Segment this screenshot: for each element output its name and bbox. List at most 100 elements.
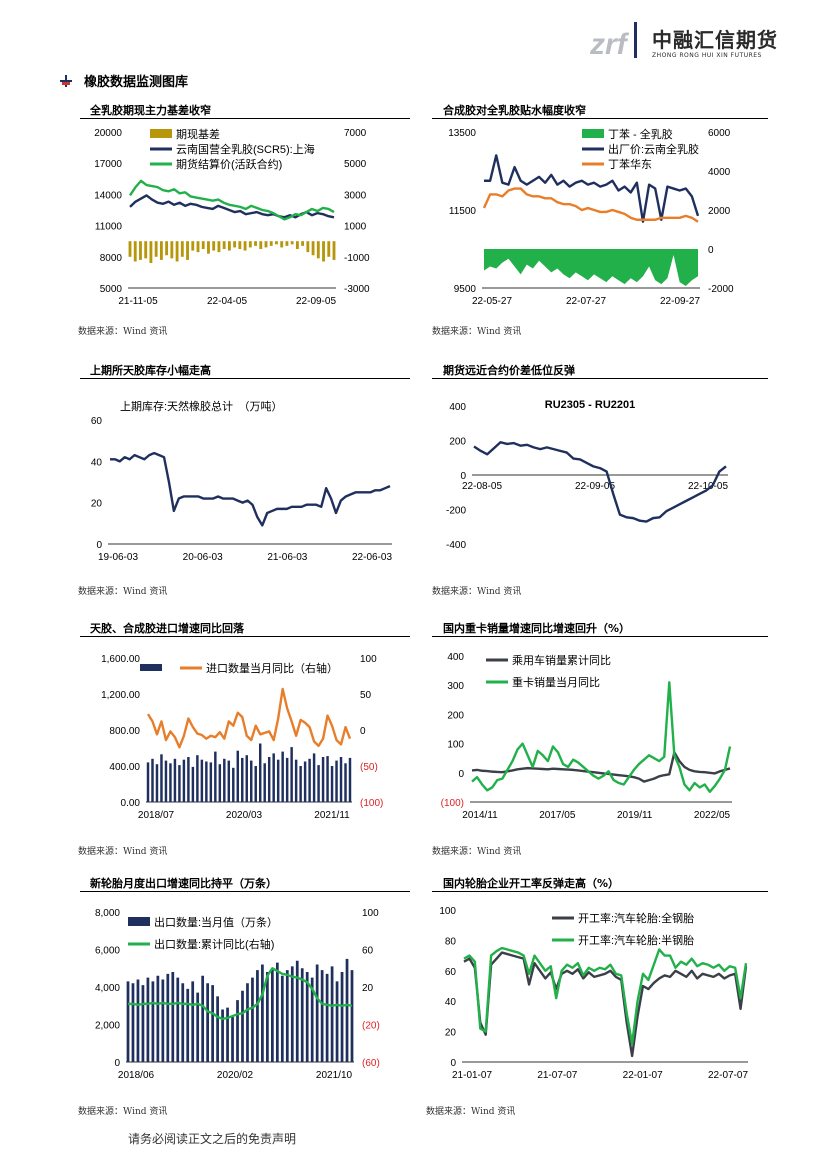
y2-tick-label: 0 (360, 726, 366, 737)
y-tick-label: -400 (446, 540, 466, 551)
bar-mark (139, 241, 142, 260)
section-bullet-icon (60, 72, 72, 91)
y2-tick-label: -3000 (344, 284, 370, 295)
data-source-note: 数据来源：Wind 资讯 (432, 327, 522, 337)
bar-mark (246, 983, 249, 1062)
bar-mark (294, 759, 298, 802)
y-tick-label: 0 (114, 1058, 120, 1069)
y-tick-label: 800.00 (109, 726, 140, 737)
bar-mark (227, 760, 231, 802)
y2-tick-label: 5000 (344, 159, 367, 170)
series-line (471, 681, 732, 793)
y2-tick-label: 2000 (708, 206, 731, 217)
bar-mark (245, 755, 248, 802)
bar-mark (306, 241, 310, 253)
y-tick-label: 6,000 (95, 946, 120, 957)
bar-mark (201, 241, 205, 249)
legend-swatch (150, 129, 172, 138)
x-tick-label: 21-07-07 (537, 1070, 577, 1081)
bar-mark (290, 241, 294, 245)
bar-mark (186, 241, 189, 260)
data-source-note: 数据来源：Wind 资讯 (78, 1107, 168, 1117)
x-tick-label: 22-09-05 (296, 296, 336, 307)
bar-mark (231, 1017, 234, 1062)
footer-disclaimer: 请务必阅读正文之后的免责声明 (128, 1132, 297, 1146)
bar-mark (275, 962, 279, 1062)
bar-mark (280, 241, 284, 248)
title-rule (432, 891, 768, 892)
series-line (482, 187, 699, 223)
y-tick-label: 400 (447, 652, 464, 663)
bar-mark (146, 762, 150, 802)
legend-label: 出口数量:当月值（万条） (154, 915, 278, 929)
bar-mark (266, 972, 269, 1062)
y2-tick-label: 3000 (344, 190, 367, 201)
bar-mark (295, 960, 299, 1062)
legend-label: 云南国营全乳胶(SCR5):上海 (176, 142, 315, 156)
x-tick-label: 2018/06 (118, 1070, 155, 1081)
bar-mark (170, 241, 174, 259)
bar-mark (160, 754, 163, 802)
bar-mark (275, 241, 278, 245)
y-tick-label: 9500 (454, 284, 477, 295)
x-tick-label: 22-06-03 (352, 552, 392, 563)
y-tick-label: 0 (450, 1058, 456, 1069)
series-line (463, 946, 748, 1045)
chart-1: 20000 17000 14000 11000 8000 5000 7000 5000 3000… (94, 127, 370, 307)
bar-mark (305, 972, 309, 1062)
panel-title: 天胶、合成胶进口增速同比回落 (90, 622, 244, 635)
title-rule (80, 378, 410, 379)
legend-label: 丁苯 - 全乳胶 (608, 127, 673, 141)
bar-mark (303, 761, 307, 802)
x-tick-label: 22-07-07 (708, 1070, 748, 1081)
bar-mark (321, 757, 325, 802)
panel-title: 期货远近合约价差低位反弹 (443, 364, 575, 377)
y-tick-label: 20 (445, 1028, 457, 1039)
bar-mark (316, 241, 320, 259)
series-line (473, 441, 727, 523)
bar-mark (223, 758, 226, 802)
bar-mark (180, 241, 184, 257)
y-tick-label: 8,000 (95, 908, 120, 919)
series-line (146, 687, 352, 749)
bar-mark (250, 760, 253, 802)
x-tick-label: 22-09-27 (660, 296, 700, 307)
chart-5: 1,600.00 1,200.00 800.00 400.00 0.00 100 50 0 (5… (101, 654, 383, 821)
bar-mark (258, 743, 262, 802)
bar-mark (241, 990, 244, 1062)
y-tick-label: 0.00 (121, 798, 141, 809)
y-tick-label: 20000 (94, 128, 122, 139)
legend-label: 开工率:汽车轮胎:全钢胎 (578, 911, 694, 925)
bar-mark (325, 973, 329, 1062)
series-area (484, 249, 698, 287)
y-tick-label: 0 (96, 540, 102, 551)
series-line (128, 967, 353, 1021)
bar-mark (312, 753, 316, 802)
brand-logo: zrf 中融汇信期货 ZHONG RONG HUI XIN FUTURES (590, 20, 780, 64)
bar-mark (181, 983, 185, 1062)
bar-mark (131, 983, 135, 1062)
y-tick-label: 17000 (94, 159, 122, 170)
y-tick-label: 11500 (449, 206, 477, 217)
bar-mark (155, 764, 159, 802)
data-source-note: 数据来源：Wind 资讯 (78, 327, 168, 337)
y-tick-label: 40 (91, 457, 103, 468)
data-source-note: 数据来源：Wind 资讯 (78, 587, 168, 597)
bar-mark (196, 755, 199, 802)
bar-mark (169, 763, 172, 802)
bar-mark (339, 757, 343, 802)
series-line (128, 179, 335, 221)
chart-7: 8,000 6,000 4,000 2,000 0 100 60 20 (20) (60) 2018… (95, 908, 380, 1081)
x-tick-label: 2019/11 (617, 810, 653, 821)
legend-swatch (128, 917, 150, 926)
bar-mark (241, 757, 244, 802)
legend-swatch (582, 129, 604, 138)
x-tick-label: 22-10-05 (688, 481, 728, 492)
bar-mark (300, 968, 304, 1062)
legend-label: 乘用车销量累计同比 (512, 653, 611, 667)
bar-mark (146, 977, 150, 1062)
bar-mark (212, 241, 216, 251)
bar-mark (144, 241, 148, 259)
y-tick-label: 200 (449, 437, 466, 448)
x-tick-label: 2021/10 (316, 1070, 353, 1081)
